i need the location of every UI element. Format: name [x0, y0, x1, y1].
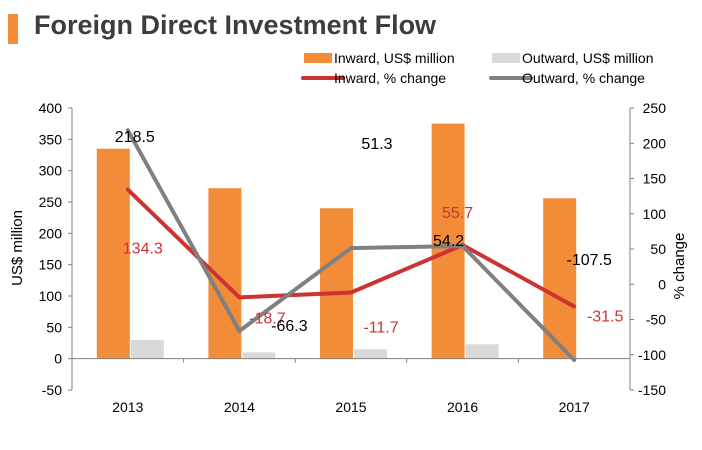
y-tick-label: 350	[39, 131, 63, 147]
legend-inward-bar-label: Inward, US$ million	[334, 50, 455, 66]
y2-tick-label: 100	[643, 206, 667, 222]
y-tick-label: 200	[39, 225, 63, 241]
outward-change-line	[125, 128, 577, 363]
y-tick-label: 50	[46, 319, 62, 335]
y-axis-title: US$ million	[9, 210, 26, 286]
legend-outward-line-label: Outward, % change	[522, 70, 645, 86]
inward-change-label: -18.7	[249, 310, 286, 327]
y-tick-label: 400	[39, 100, 63, 116]
inward-bar	[320, 208, 353, 359]
inward-change-label: -31.5	[587, 308, 624, 325]
y2-tick-label: 250	[643, 100, 667, 116]
y2-tick-label: -50	[646, 312, 666, 328]
inward-change-label: -11.7	[363, 319, 398, 336]
y2-tick-label: -150	[638, 382, 666, 398]
outward-bar	[130, 339, 164, 359]
y2-tick-label: 150	[643, 171, 667, 187]
outward-bar	[354, 349, 387, 359]
y-tick-label: 300	[39, 163, 63, 179]
legend-inward-line-label: Inward, % change	[334, 70, 446, 86]
y2-tick-label: 200	[643, 135, 667, 151]
outward-change-label: 51.3	[361, 136, 392, 153]
x-tick-label: 2015	[335, 399, 366, 415]
outward-bar	[242, 352, 276, 359]
outward-change-label: 54.2	[433, 233, 464, 250]
x-tick-label: 2016	[447, 399, 478, 415]
legend-outward-bar-swatch	[492, 53, 520, 63]
legend-outward-bar-label: Outward, US$ million	[522, 50, 654, 66]
y-tick-label: 0	[54, 351, 62, 367]
x-tick-label: 2013	[112, 399, 143, 415]
legend-inward-bar-swatch	[304, 53, 332, 63]
outward-bar	[465, 344, 499, 359]
y2-tick-label: 50	[650, 241, 666, 257]
title-accent-bar	[8, 14, 18, 44]
axes-layer: 400 350 300 250 200 150 100 50 0 -50 250 200 150 100 5…	[39, 100, 667, 415]
y2-tick-label: -100	[638, 347, 666, 363]
inward-bar	[96, 148, 130, 359]
y-tick-label: 100	[39, 288, 63, 304]
y-tick-label: -50	[42, 382, 62, 398]
legend: Inward, US$ million Outward, US$ million I…	[301, 50, 654, 86]
inward-change-label: 55.7	[442, 205, 473, 222]
bars-layer	[96, 123, 611, 360]
outward-change-label: 218.5	[115, 129, 155, 146]
outward-change-label: -66.3	[271, 318, 308, 335]
lines-layer	[125, 128, 577, 363]
inward-change-label: 134.3	[123, 241, 163, 258]
inward-bar	[431, 123, 465, 359]
x-tick-label: 2017	[559, 399, 590, 415]
y-tick-label: 250	[39, 194, 63, 210]
x-tick-label: 2014	[224, 399, 255, 415]
y-tick-label: 150	[39, 257, 63, 273]
data-labels-layer: 134.3 -18.7 -11.7 55.7 -31.5 218.5 -66.3 51.3 54…	[115, 129, 624, 336]
y2-tick-label: 0	[658, 276, 666, 292]
page-title: Foreign Direct Investment Flow	[34, 10, 437, 40]
outward-change-label: -107.5	[567, 252, 612, 269]
y2-axis-title: % change	[671, 233, 688, 300]
